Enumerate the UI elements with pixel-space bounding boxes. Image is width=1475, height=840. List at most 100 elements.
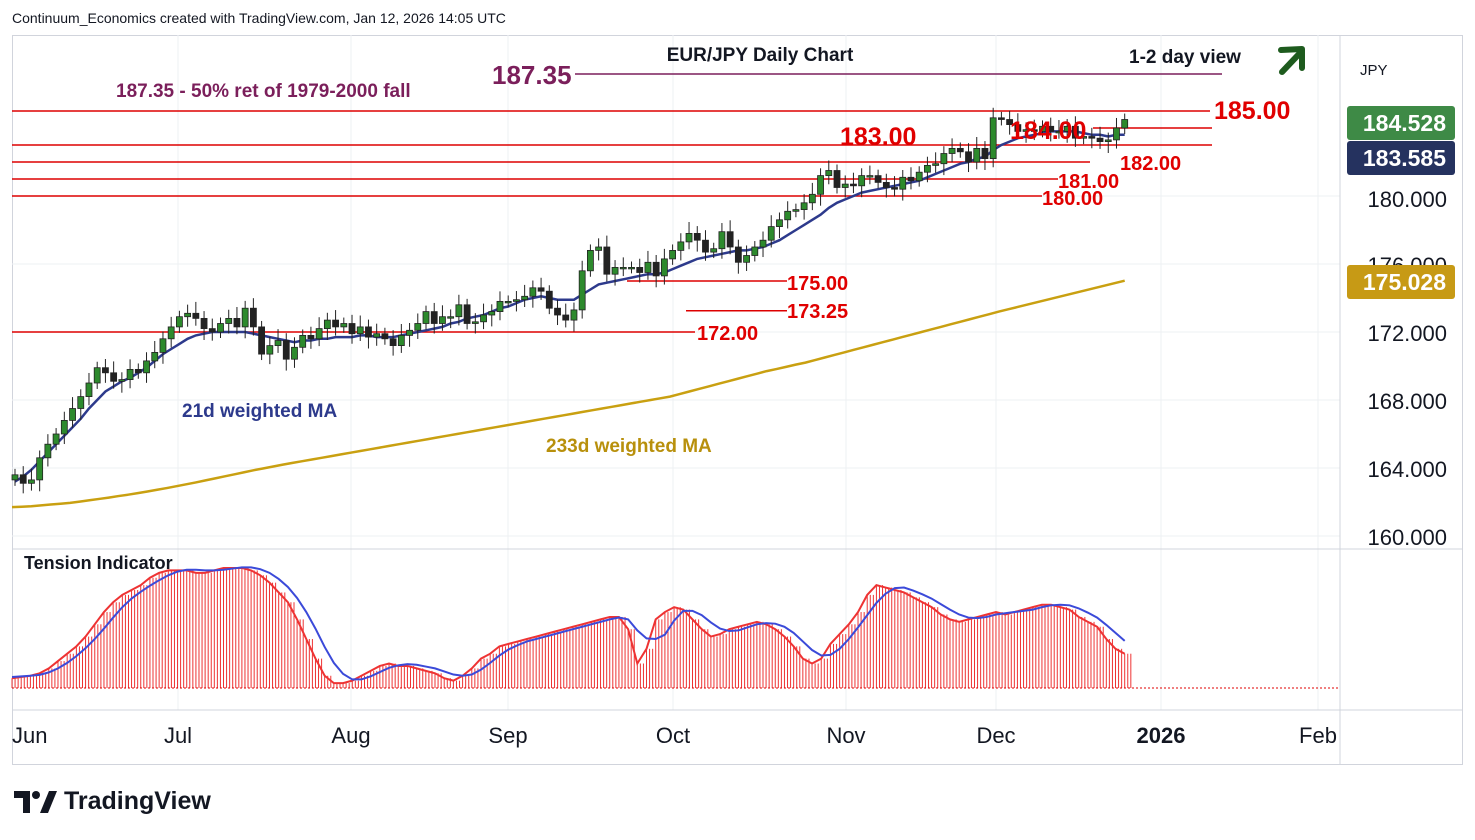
candle-up bbox=[521, 295, 529, 301]
candle-down bbox=[1071, 125, 1079, 139]
y-tick-160: 160.000 bbox=[1367, 525, 1447, 550]
candle-up bbox=[175, 316, 183, 328]
candle-down bbox=[636, 266, 644, 273]
candle-up bbox=[323, 319, 331, 330]
candle-down bbox=[134, 368, 142, 374]
candle-down bbox=[734, 246, 742, 263]
candle-up bbox=[792, 209, 800, 212]
candle-up bbox=[299, 334, 307, 348]
candle-up bbox=[858, 175, 866, 187]
candle-down bbox=[381, 333, 389, 340]
candle-up bbox=[924, 164, 931, 173]
x-tick-oct: Oct bbox=[656, 723, 690, 748]
candle-down bbox=[1047, 125, 1055, 132]
candle-up bbox=[751, 246, 759, 256]
y-tick-164: 164.000 bbox=[1367, 457, 1447, 482]
candle-up bbox=[159, 338, 167, 353]
candle-up bbox=[11, 474, 19, 481]
candle-up bbox=[808, 193, 816, 204]
candle-down bbox=[874, 175, 882, 183]
candle-up bbox=[587, 249, 594, 272]
candle-up bbox=[578, 270, 586, 311]
candle-up bbox=[356, 326, 364, 335]
candle-down bbox=[389, 338, 397, 346]
candle-down bbox=[726, 231, 734, 248]
candle-down bbox=[365, 326, 372, 338]
candle-up bbox=[471, 321, 479, 324]
candle-up bbox=[759, 239, 767, 248]
candle-up bbox=[36, 457, 44, 481]
candle-up bbox=[439, 316, 446, 324]
candle-down bbox=[307, 334, 315, 340]
tradingview-logo-text: TradingView bbox=[64, 787, 211, 815]
candle-down bbox=[554, 307, 561, 316]
candle-up bbox=[241, 307, 249, 328]
level-label-180: 180.00 bbox=[1042, 188, 1103, 210]
candle-up bbox=[93, 367, 101, 384]
svg-text:184.528: 184.528 bbox=[1363, 110, 1446, 136]
candle-up bbox=[825, 170, 833, 176]
level-label-184: 184.00 bbox=[1010, 117, 1086, 145]
candle-down bbox=[545, 290, 553, 309]
candle-up bbox=[973, 147, 981, 163]
tension-bars bbox=[11, 566, 1132, 688]
candle-up bbox=[1080, 136, 1087, 139]
candle-down bbox=[833, 170, 841, 188]
candle-up bbox=[60, 419, 68, 435]
candle-up bbox=[529, 287, 537, 297]
candle-up bbox=[143, 360, 150, 374]
candle-down bbox=[192, 312, 200, 319]
candle-down bbox=[200, 317, 208, 329]
ma21-line bbox=[14, 130, 1125, 483]
up-arrow-icon bbox=[1278, 46, 1305, 75]
candle-up bbox=[915, 171, 923, 182]
candles bbox=[11, 107, 1129, 494]
candle-up bbox=[28, 479, 35, 484]
candle-up bbox=[743, 255, 750, 263]
candle-down bbox=[693, 232, 701, 241]
candle-up bbox=[274, 340, 282, 346]
candle-down bbox=[1030, 129, 1038, 132]
candle-down bbox=[537, 287, 545, 292]
candle-up bbox=[677, 241, 685, 251]
currency-label: JPY bbox=[1360, 62, 1388, 79]
candle-up bbox=[628, 266, 635, 270]
candle-up bbox=[841, 183, 849, 188]
grid-lines bbox=[12, 35, 1340, 710]
level-label-185: 185.00 bbox=[1214, 97, 1290, 125]
candle-down bbox=[603, 246, 611, 275]
x-tick-sep: Sep bbox=[488, 723, 527, 748]
candle-up bbox=[184, 312, 192, 318]
candle-down bbox=[891, 187, 898, 190]
candle-up bbox=[899, 176, 907, 190]
candle-down bbox=[882, 181, 890, 188]
candle-up bbox=[644, 261, 652, 273]
y-tick-168: 168.000 bbox=[1367, 389, 1447, 414]
candle-up bbox=[340, 323, 348, 328]
candle-down bbox=[430, 311, 438, 324]
tension-value-line bbox=[11, 566, 1126, 685]
candle-up bbox=[167, 326, 175, 340]
x-tick-jun: Jun bbox=[12, 723, 47, 748]
candle-down bbox=[19, 474, 27, 484]
candle-down bbox=[562, 314, 570, 321]
tradingview-logo-icon bbox=[14, 790, 57, 813]
candle-up bbox=[504, 300, 512, 304]
chart-title: EUR/JPY Daily Chart bbox=[667, 45, 854, 66]
candle-down bbox=[907, 176, 915, 182]
candle-up bbox=[1113, 127, 1120, 141]
candle-up bbox=[989, 117, 997, 160]
candle-up bbox=[480, 314, 487, 323]
candle-up bbox=[784, 210, 792, 221]
tradingview-branding[interactable]: TradingView bbox=[14, 787, 211, 816]
target-value-label: 187.35 bbox=[492, 60, 572, 90]
candle-up bbox=[315, 328, 323, 340]
support-resistance-levels bbox=[12, 73, 1222, 333]
candle-up bbox=[488, 311, 496, 316]
candle-down bbox=[1088, 136, 1096, 139]
chart-subtitle: 1-2 day view bbox=[1129, 47, 1241, 68]
candle-down bbox=[110, 372, 118, 382]
candle-up bbox=[126, 368, 134, 380]
level-label-173-25: 173.25 bbox=[787, 301, 848, 323]
